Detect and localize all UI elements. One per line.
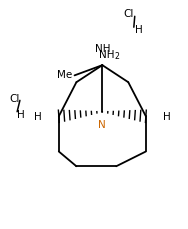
- Text: Cl: Cl: [124, 9, 134, 19]
- Text: Me: Me: [58, 70, 73, 80]
- Text: H: H: [34, 112, 42, 122]
- Text: H: H: [135, 25, 143, 35]
- Text: NH: NH: [95, 44, 110, 53]
- Text: H: H: [163, 112, 170, 122]
- Text: 2: 2: [115, 52, 120, 61]
- Text: N: N: [99, 120, 106, 130]
- Text: Cl: Cl: [10, 94, 20, 104]
- Text: NH: NH: [99, 50, 115, 60]
- Text: H: H: [17, 109, 25, 120]
